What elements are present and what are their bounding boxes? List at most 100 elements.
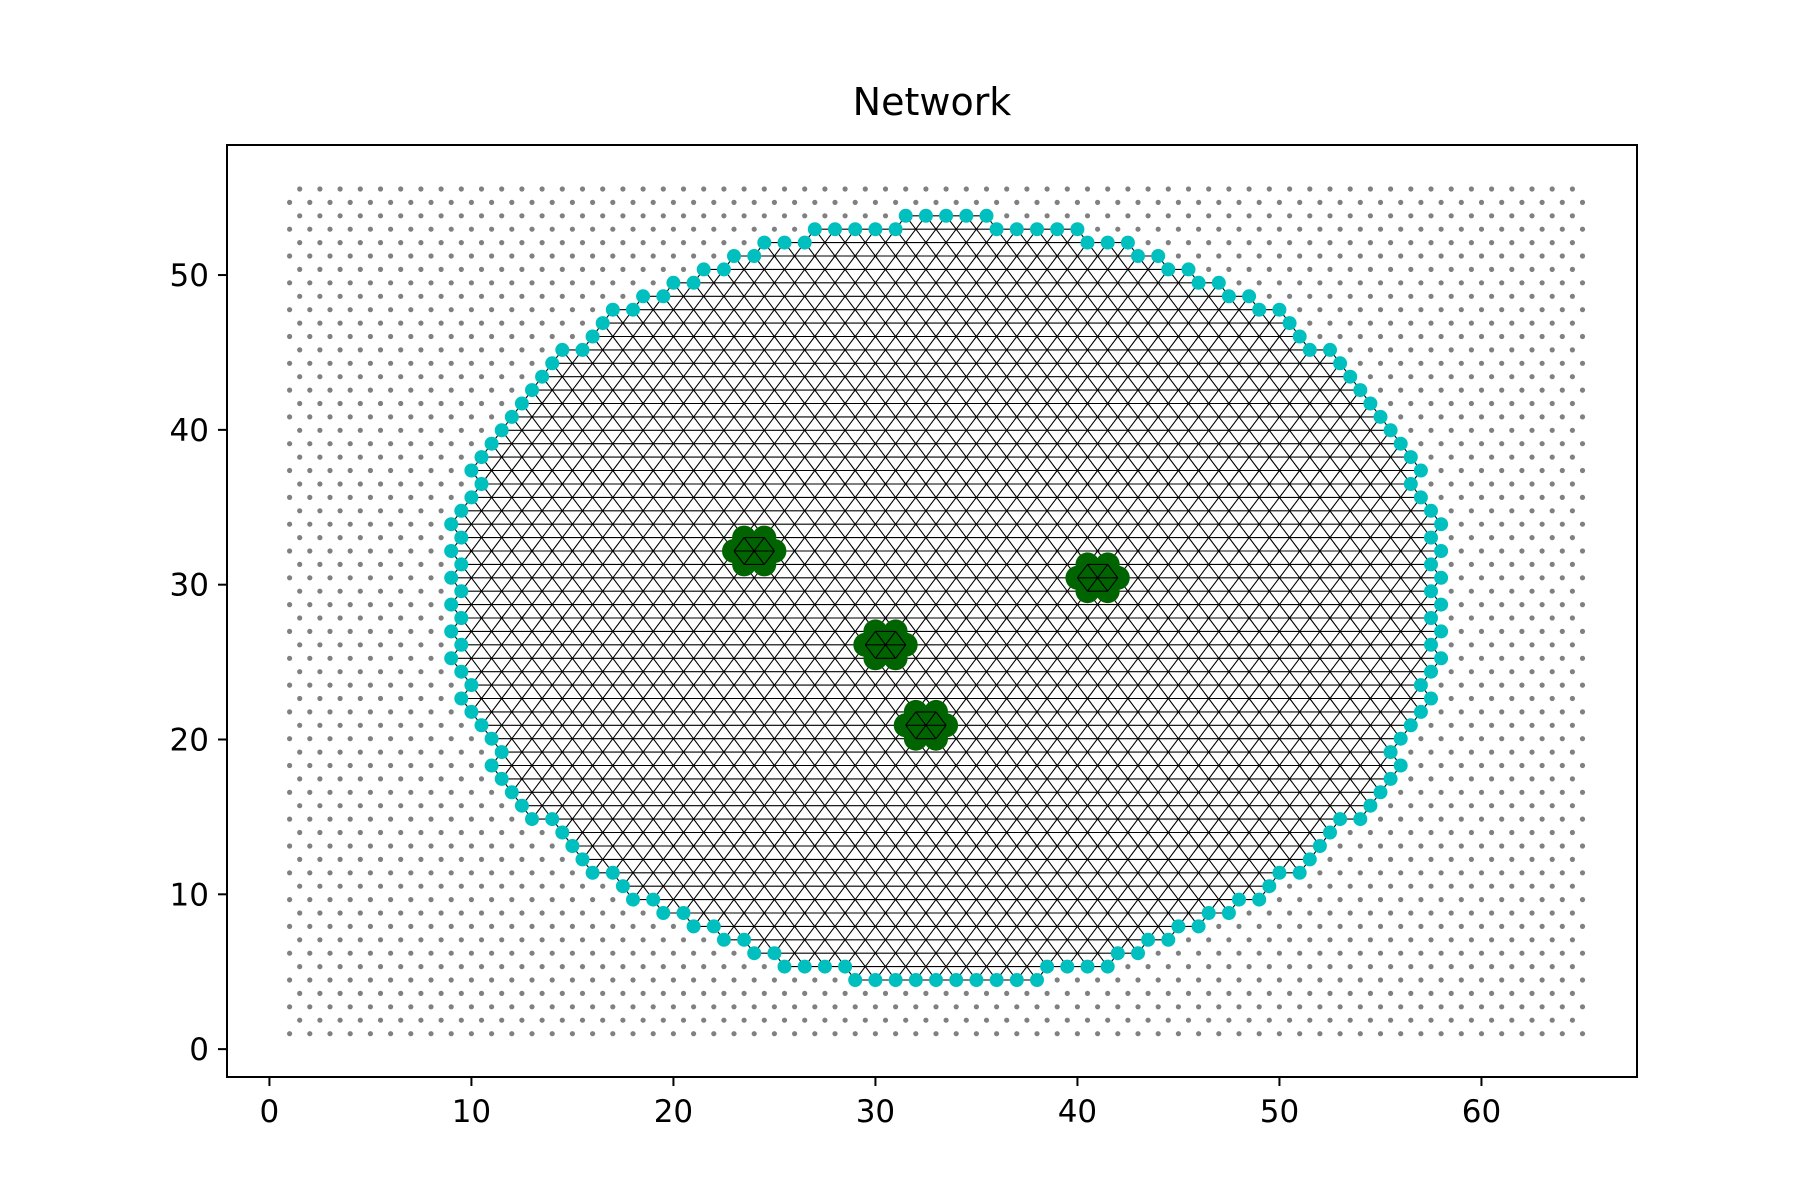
background-node bbox=[1155, 199, 1161, 205]
background-node bbox=[1185, 240, 1192, 246]
network-edge bbox=[844, 885, 856, 900]
background-node bbox=[1054, 199, 1060, 205]
network-edge bbox=[945, 818, 957, 833]
network-edge bbox=[1016, 684, 1028, 699]
network-edge bbox=[753, 926, 765, 941]
network-edge bbox=[693, 859, 705, 874]
network-edge bbox=[733, 644, 745, 659]
background-node bbox=[1044, 186, 1050, 192]
network-edge bbox=[1339, 684, 1351, 699]
network-edge bbox=[1228, 738, 1240, 753]
background-node bbox=[509, 950, 515, 956]
background-node bbox=[1145, 186, 1151, 192]
background-node bbox=[317, 749, 323, 755]
background-node bbox=[418, 454, 424, 460]
network-edge bbox=[804, 698, 816, 713]
network-edge bbox=[975, 644, 987, 659]
background-node bbox=[1559, 280, 1565, 286]
background-node bbox=[428, 253, 434, 259]
network-edge bbox=[1218, 751, 1230, 766]
background-node bbox=[1529, 266, 1535, 272]
background-node bbox=[903, 990, 909, 997]
background-node bbox=[1145, 213, 1151, 219]
background-node bbox=[559, 186, 565, 192]
network-edge bbox=[834, 751, 846, 766]
network-edge bbox=[531, 751, 543, 766]
network-edge bbox=[763, 751, 775, 766]
background-node bbox=[1499, 1031, 1505, 1037]
background-node bbox=[1216, 950, 1222, 956]
network-edge bbox=[824, 631, 836, 646]
background-node bbox=[569, 253, 576, 259]
network-edge bbox=[854, 724, 866, 740]
network-edge bbox=[1097, 765, 1109, 780]
background-node bbox=[1236, 977, 1242, 983]
background-node bbox=[1489, 910, 1495, 916]
background-node bbox=[408, 199, 414, 205]
background-node bbox=[529, 950, 535, 956]
network-edge bbox=[935, 859, 947, 874]
background-node bbox=[388, 1031, 394, 1037]
background-node bbox=[1509, 293, 1515, 299]
network-edge bbox=[1359, 684, 1371, 699]
background-node bbox=[337, 749, 343, 755]
network-edge bbox=[1056, 698, 1068, 713]
background-node bbox=[1125, 990, 1131, 997]
background-node bbox=[398, 615, 404, 621]
network-edge bbox=[1359, 765, 1371, 780]
network-edge bbox=[763, 885, 775, 900]
network-edge bbox=[895, 671, 907, 686]
background-node bbox=[569, 870, 576, 876]
network-edge bbox=[1066, 926, 1078, 941]
background-node bbox=[1438, 923, 1444, 930]
background-node bbox=[1509, 883, 1515, 889]
background-node bbox=[317, 374, 323, 380]
network-edge bbox=[915, 778, 927, 793]
network-edge bbox=[1248, 631, 1260, 646]
background-node bbox=[1509, 213, 1515, 219]
background-node bbox=[1468, 829, 1474, 836]
background-node bbox=[1408, 990, 1414, 997]
background-node bbox=[1569, 669, 1575, 675]
background-node bbox=[347, 575, 353, 581]
background-node bbox=[1064, 1017, 1070, 1023]
network-edge bbox=[1400, 617, 1412, 632]
network-edge bbox=[1137, 617, 1149, 632]
network-edge bbox=[1177, 765, 1189, 780]
network-edge bbox=[1319, 724, 1331, 740]
network-edge bbox=[975, 885, 987, 900]
network-edge bbox=[955, 684, 967, 699]
network-edge bbox=[955, 859, 967, 874]
network-edge bbox=[915, 644, 927, 659]
network-edge bbox=[652, 644, 664, 659]
network-edge bbox=[1076, 859, 1088, 874]
network-edge bbox=[1258, 724, 1270, 740]
background-node bbox=[478, 937, 485, 943]
background-node bbox=[1569, 776, 1575, 782]
background-node bbox=[1519, 387, 1525, 393]
network-edge bbox=[854, 657, 866, 673]
background-node bbox=[1569, 749, 1575, 755]
background-node bbox=[398, 213, 404, 219]
network-edge bbox=[662, 805, 674, 820]
background-node bbox=[357, 535, 363, 541]
network-edge bbox=[1258, 791, 1270, 807]
background-node bbox=[458, 803, 464, 809]
network-edge bbox=[743, 617, 755, 632]
network-edge bbox=[571, 751, 583, 766]
background-node bbox=[337, 722, 343, 728]
background-node bbox=[418, 535, 424, 541]
network-edge bbox=[703, 738, 715, 753]
network-edge bbox=[864, 832, 876, 847]
network-edge bbox=[1258, 818, 1270, 833]
network-edge bbox=[753, 805, 765, 820]
background-node bbox=[1499, 870, 1505, 876]
background-node bbox=[1579, 816, 1586, 822]
network-edge bbox=[784, 872, 796, 887]
network-edge bbox=[713, 832, 725, 847]
background-node bbox=[418, 400, 424, 407]
network-edge bbox=[1167, 845, 1179, 860]
network-edge bbox=[592, 778, 604, 793]
network-edge bbox=[1026, 698, 1038, 713]
